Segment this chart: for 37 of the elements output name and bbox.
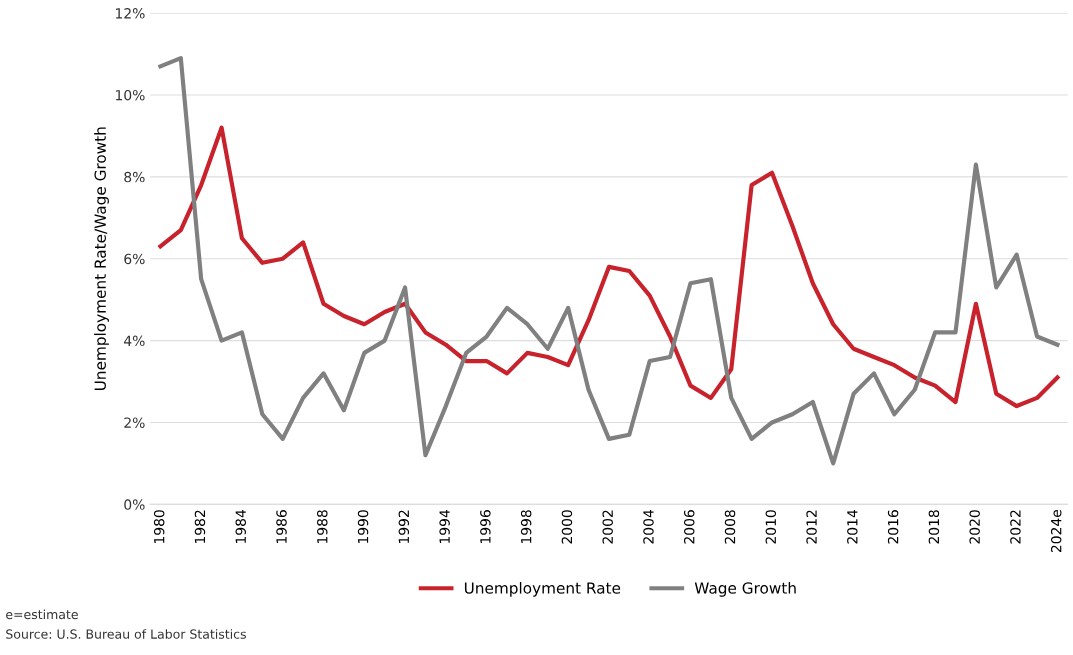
x-tick-label: 1982 — [194, 510, 206, 544]
x-tick-label: 2018 — [928, 510, 940, 544]
x-tick-label: 2024e — [1050, 509, 1062, 553]
text: e=estimate — [6, 609, 78, 620]
x-tick-label: 2012 — [806, 510, 817, 544]
x-tick-label: 1994 — [439, 509, 450, 544]
x-tick-label: 1984 — [235, 509, 246, 544]
line-series — [158, 125, 1060, 409]
x-tick-label: 1996 — [480, 510, 491, 544]
x-tick-label: 1992 — [398, 510, 410, 544]
x-tick-label: 2020 — [969, 510, 980, 544]
y-tick-label: 6% — [124, 253, 145, 265]
x-tick-label: 2010 — [765, 510, 777, 544]
y-tick-label: 4% — [124, 335, 145, 347]
y-tick-label: 10% — [116, 89, 145, 101]
x-tick-label: 2000 — [561, 510, 573, 544]
y-axis-title: Unemployment Rate/Wage Growth — [94, 127, 109, 390]
legend-label: Wage Growth — [694, 581, 796, 597]
x-tick-label: 2006 — [684, 510, 695, 544]
x-tick-label: 2016 — [887, 510, 899, 544]
y-tick-label: 12% — [116, 8, 145, 19]
y-tick-label: 8% — [124, 171, 145, 183]
x-tick-label: 2022 — [1010, 510, 1021, 544]
x-tick-label: 2004 — [643, 509, 654, 544]
y-tick-label: 2% — [124, 417, 145, 428]
x-tick-label: 2014 — [847, 509, 858, 544]
x-tick-label: 2002 — [602, 510, 613, 544]
source-note: Source: U.S. Bureau of Labor Statistics — [6, 629, 246, 639]
x-tick-label: 1998 — [520, 510, 532, 544]
legend-label: Unemployment Rate — [464, 581, 621, 597]
x-tick-label: 1990 — [357, 510, 369, 544]
line-series — [158, 56, 1060, 466]
y-tick-label: 0% — [124, 499, 145, 510]
x-tick-label: 1988 — [317, 510, 328, 544]
x-tick-label: 1980 — [153, 510, 165, 544]
x-tick-label: 1986 — [276, 510, 287, 544]
x-tick-label: 2008 — [724, 510, 736, 544]
